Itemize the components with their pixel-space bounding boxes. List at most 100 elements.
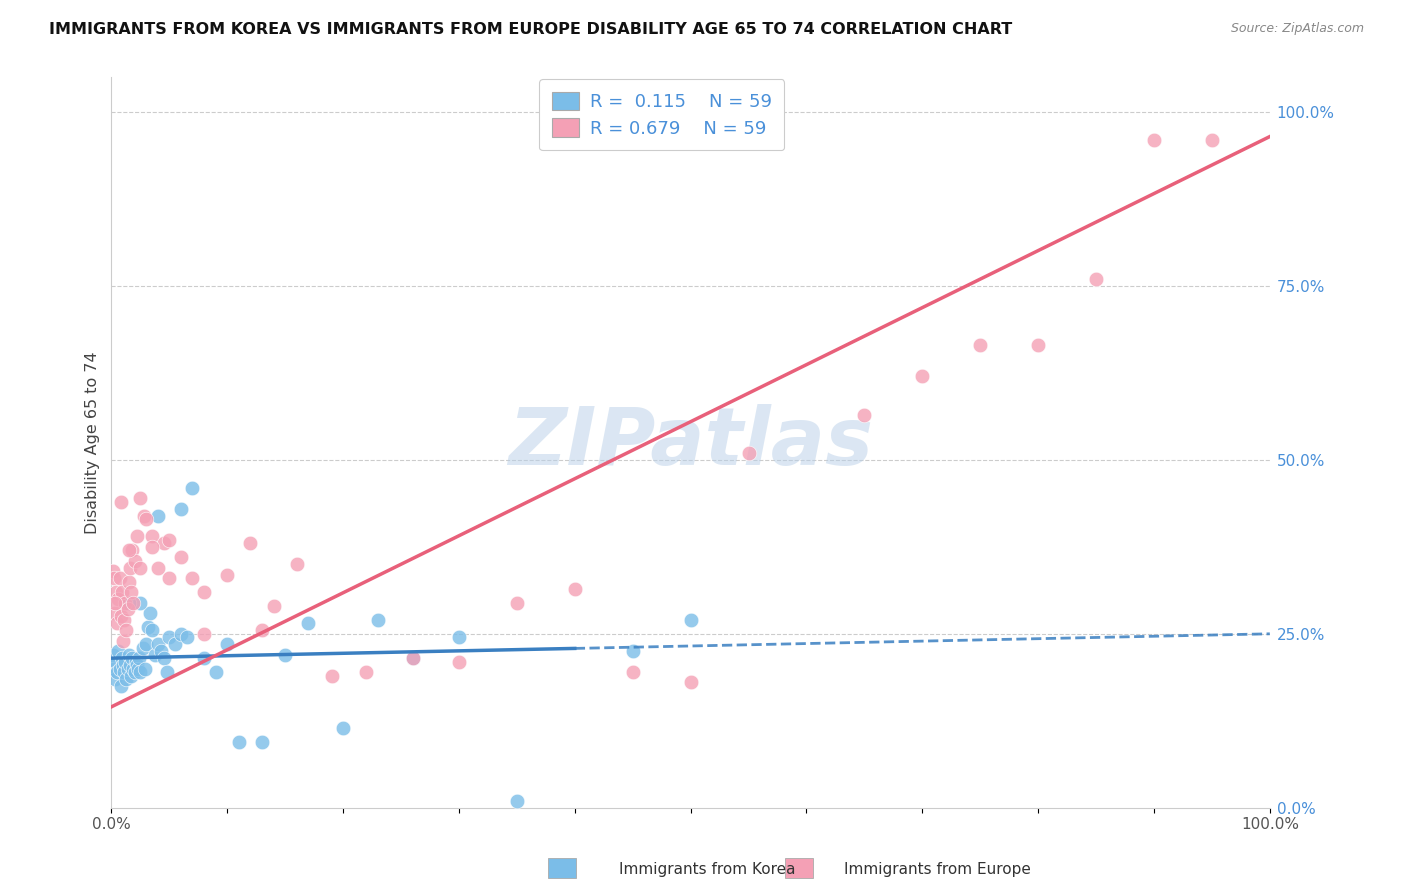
Point	[138, 606, 160, 620]
Point	[110, 679, 132, 693]
Point	[117, 662, 139, 676]
Point	[176, 630, 198, 644]
Point	[239, 536, 262, 550]
Point	[170, 627, 193, 641]
Point	[104, 595, 127, 609]
Point	[321, 668, 343, 682]
Point	[128, 651, 150, 665]
Point	[118, 648, 141, 662]
Point	[118, 560, 141, 574]
Point	[679, 613, 702, 627]
Point	[125, 529, 148, 543]
Point	[118, 574, 141, 589]
Point	[115, 672, 138, 686]
Point	[121, 651, 143, 665]
Point	[110, 494, 132, 508]
Point	[129, 595, 152, 609]
Point	[679, 675, 702, 690]
Point	[911, 369, 934, 384]
Point	[111, 585, 134, 599]
Point	[124, 665, 146, 679]
Point	[297, 616, 319, 631]
Point	[447, 655, 470, 669]
Point	[103, 662, 125, 676]
Point	[401, 651, 423, 665]
Point	[263, 599, 285, 613]
Point	[193, 651, 215, 665]
Point	[141, 540, 163, 554]
Point	[121, 543, 143, 558]
Point	[125, 655, 148, 669]
Point	[146, 508, 169, 523]
Point	[107, 644, 129, 658]
Point	[141, 624, 163, 638]
Point	[105, 655, 128, 669]
Point	[118, 595, 141, 609]
Point	[157, 630, 180, 644]
Text: Immigrants from Europe: Immigrants from Europe	[844, 863, 1031, 877]
Point	[117, 602, 139, 616]
Point	[146, 560, 169, 574]
Point	[145, 648, 167, 662]
Text: Source: ZipAtlas.com: Source: ZipAtlas.com	[1230, 22, 1364, 36]
Point	[111, 658, 134, 673]
Point	[217, 567, 239, 582]
Point	[564, 582, 586, 596]
Point	[111, 651, 134, 665]
Point	[108, 662, 131, 676]
Point	[107, 592, 129, 607]
Point	[969, 338, 991, 352]
Point	[131, 640, 153, 655]
Text: IMMIGRANTS FROM KOREA VS IMMIGRANTS FROM EUROPE DISABILITY AGE 65 TO 74 CORRELAT: IMMIGRANTS FROM KOREA VS IMMIGRANTS FROM…	[49, 22, 1012, 37]
Point	[122, 662, 145, 676]
Point	[152, 536, 174, 550]
Point	[104, 672, 127, 686]
Point	[1201, 133, 1223, 147]
Point	[118, 543, 141, 558]
Point	[165, 637, 187, 651]
Point	[108, 571, 131, 585]
Point	[129, 665, 152, 679]
Point	[105, 616, 128, 631]
Point	[146, 637, 169, 651]
Point	[621, 665, 644, 679]
Point	[274, 648, 297, 662]
Point	[737, 446, 759, 460]
Point	[104, 606, 127, 620]
Point	[150, 644, 173, 658]
Point	[152, 651, 174, 665]
Point	[332, 721, 354, 735]
Point	[250, 734, 273, 748]
Point	[621, 644, 644, 658]
Point	[853, 408, 876, 422]
Point	[367, 613, 389, 627]
Point	[157, 533, 180, 547]
Point	[114, 655, 136, 669]
Point	[103, 571, 125, 585]
Point	[129, 491, 152, 506]
Point	[204, 665, 226, 679]
Point	[135, 512, 157, 526]
Point	[156, 665, 179, 679]
Point	[135, 637, 157, 651]
Point	[1143, 133, 1166, 147]
Point	[506, 794, 529, 808]
Point	[115, 624, 138, 638]
Point	[506, 595, 529, 609]
Point	[157, 571, 180, 585]
Point	[127, 662, 149, 676]
Point	[401, 651, 423, 665]
Point	[138, 620, 160, 634]
Point	[105, 585, 128, 599]
Point	[141, 529, 163, 543]
Point	[124, 554, 146, 568]
Point	[101, 648, 124, 662]
Text: ZIPatlas: ZIPatlas	[508, 403, 873, 482]
Point	[120, 585, 142, 599]
Point	[101, 564, 124, 578]
Point	[120, 668, 142, 682]
Point	[129, 560, 152, 574]
Point	[447, 630, 470, 644]
Point	[228, 734, 250, 748]
Y-axis label: Disability Age 65 to 74: Disability Age 65 to 74	[86, 351, 100, 534]
